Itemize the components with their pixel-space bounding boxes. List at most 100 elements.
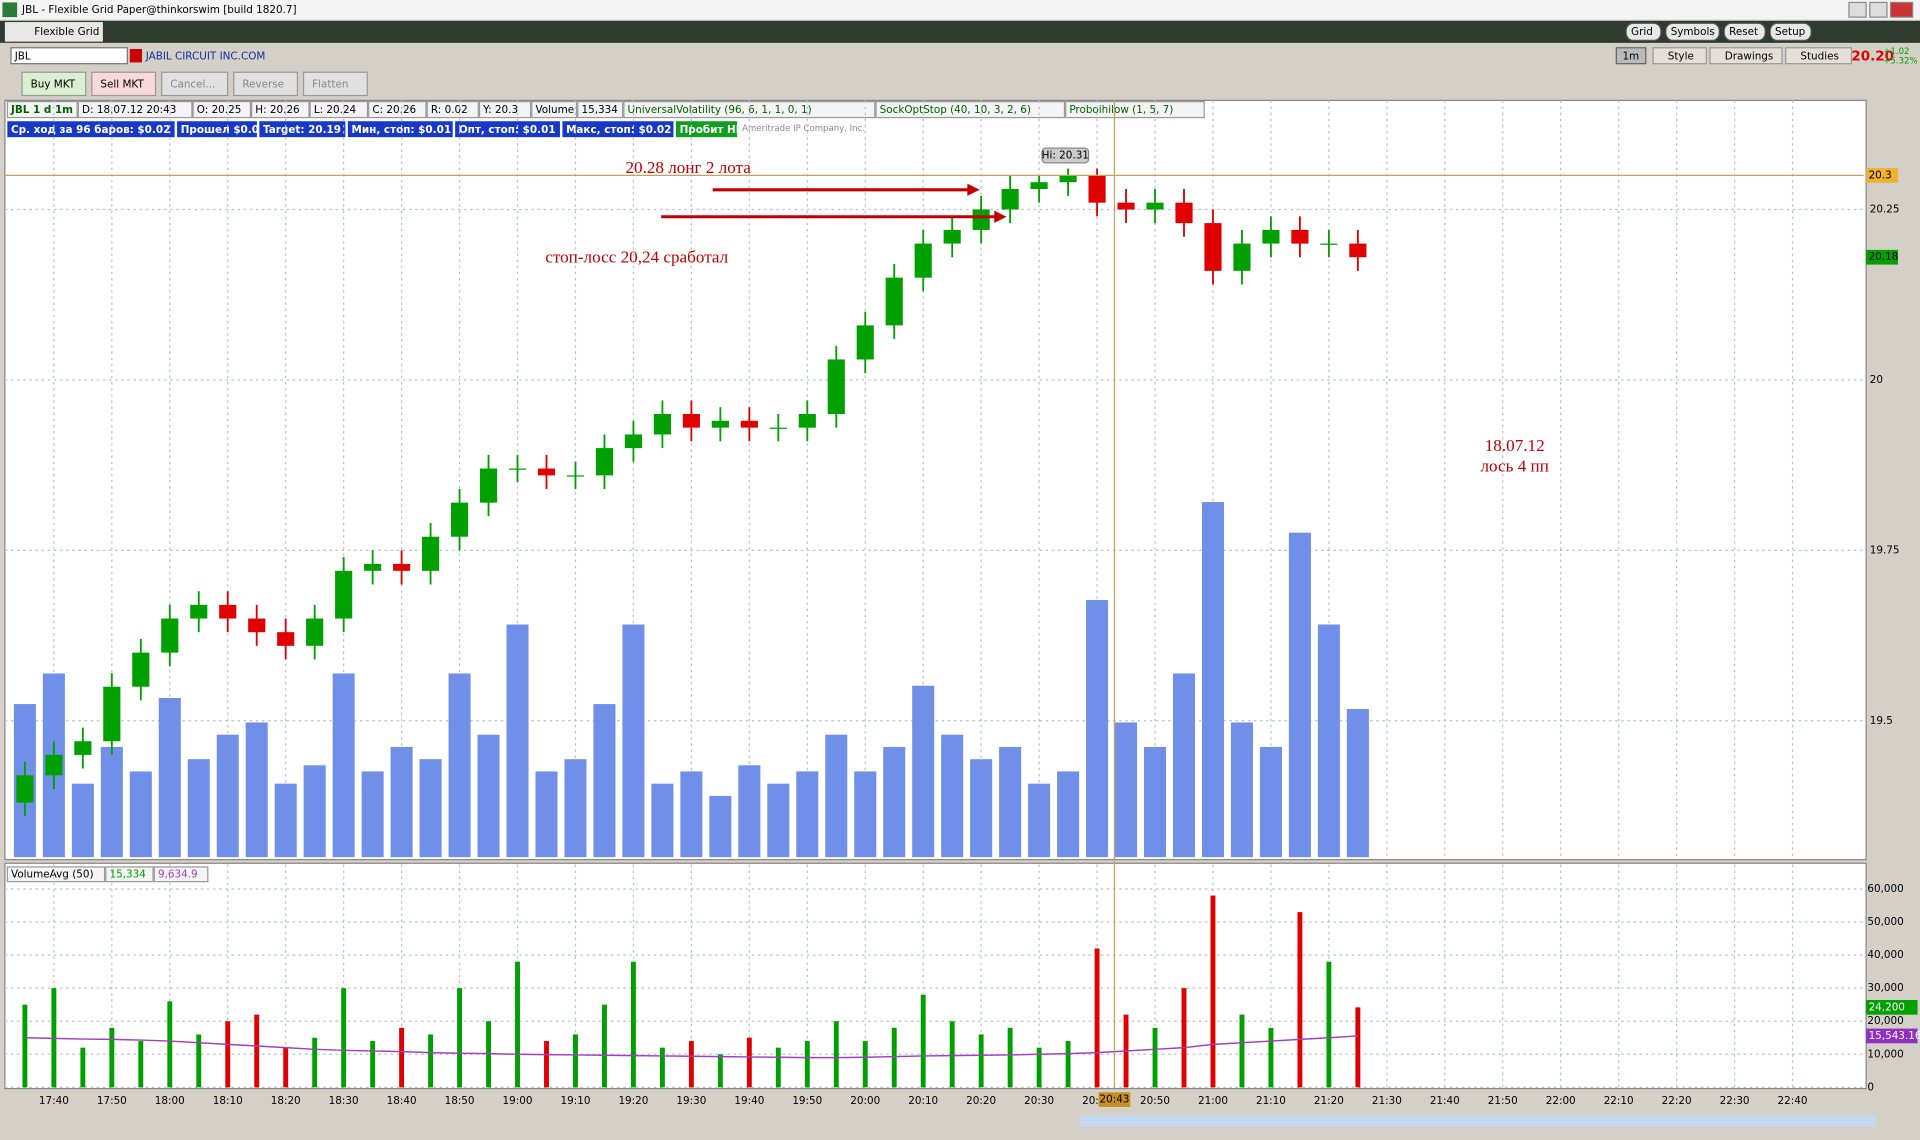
candle-body (277, 632, 295, 646)
volume-bar (630, 961, 636, 1088)
hi-box (1041, 147, 1090, 164)
order-button[interactable] (21, 71, 87, 97)
candle-body (769, 427, 787, 429)
candle-body (624, 434, 642, 449)
info-text: UniversalVolatility (96, 6, 1, 1, 0, 1) (628, 104, 812, 116)
volume-overlay-bar (622, 624, 645, 858)
close[interactable] (1890, 1, 1914, 18)
candle-body (393, 563, 411, 571)
info-cell (192, 101, 252, 119)
header-button-label: Symbols (1671, 26, 1715, 38)
candle-body (248, 618, 266, 633)
arrow-head (994, 210, 1007, 223)
candle-body (450, 502, 469, 537)
volume-bar (659, 1047, 665, 1088)
candle-body (16, 775, 34, 803)
volume-overlay-bar (1057, 771, 1080, 858)
timeframe-button[interactable] (1615, 47, 1647, 65)
candle-body (537, 468, 556, 476)
scrollbar[interactable] (1080, 1115, 1876, 1127)
volume-overlay-bar (129, 771, 152, 858)
x-tick-label: 17:40 (39, 1095, 69, 1107)
volume-bar (978, 1034, 984, 1088)
info-text: H: 20.26 (255, 104, 299, 116)
candle-body (711, 420, 729, 428)
header-button-label: Reset (1729, 26, 1758, 38)
volume-overlay-bar (216, 734, 239, 858)
minimize[interactable] (1848, 1, 1867, 18)
order-button[interactable] (302, 71, 368, 97)
candle-body (1291, 229, 1309, 244)
header-button[interactable] (1625, 22, 1662, 42)
study-label: Прошел $0.02 (181, 124, 266, 136)
order-button[interactable] (233, 71, 299, 97)
study-label-bg (7, 121, 175, 138)
volume-marker-label: 15,543.16 (1869, 1030, 1920, 1042)
y2-tick-label: 60,000 (1867, 883, 1903, 895)
volume-bar (1094, 948, 1100, 1088)
timeframe: 1m (1622, 50, 1639, 62)
volume-info-text: 9,634.9 (158, 868, 198, 880)
y2-tick-label: 10,000 (1867, 1048, 1903, 1060)
x-tick-label: 21:40 (1430, 1095, 1460, 1107)
y2-tick-label: 50,000 (1867, 916, 1903, 928)
volume-marker-label: 24,200 (1869, 1001, 1905, 1013)
volume-overlay-bar (274, 783, 297, 858)
header-button[interactable] (1723, 22, 1766, 42)
volume-overlay-bar (1201, 502, 1224, 858)
candle-body (45, 754, 63, 776)
info-text: O: 20.25 (197, 104, 242, 116)
header-button[interactable] (1769, 22, 1812, 42)
candle-body (422, 536, 440, 571)
order-button-label: Sell MKT (100, 78, 144, 90)
tab[interactable] (4, 22, 103, 42)
candle-body (335, 570, 353, 619)
tool-button[interactable] (1709, 47, 1783, 65)
info-cell (577, 101, 624, 119)
tool-button[interactable] (1652, 47, 1707, 65)
volume-overlay-bar (738, 765, 761, 858)
price-marker-label: 20.3 (1869, 169, 1892, 181)
volume-bar (138, 1041, 144, 1088)
x-tick-label: 21:00 (1198, 1095, 1228, 1107)
volume-bar (1152, 1027, 1158, 1088)
info-text: Volume (535, 104, 574, 116)
y-tick-label: 19.75 (1870, 544, 1900, 556)
volume-info-cell (6, 866, 106, 883)
info-text: D: 18.07.12 20:43 (82, 104, 176, 116)
volume-bar (891, 1027, 897, 1088)
annotation: 20.28 лонг 2 лота (625, 158, 751, 177)
volume-avg-line (24, 1035, 1358, 1059)
info-cell (251, 101, 310, 119)
candle-body (653, 414, 671, 435)
candle-body (1349, 243, 1367, 258)
volume-overlay-bar (564, 759, 587, 858)
change: +1.02 (1883, 47, 1909, 57)
volume-bar (196, 1034, 202, 1088)
volume-bar (109, 1027, 115, 1088)
order-button[interactable] (91, 71, 157, 97)
candle-body (798, 414, 816, 428)
volume-overlay-bar (332, 673, 355, 858)
study-label-bg (455, 121, 560, 138)
volume-overlay-bar (941, 734, 964, 858)
header-button[interactable] (1665, 22, 1720, 42)
order-button[interactable] (161, 71, 229, 97)
tool-button[interactable] (1785, 47, 1853, 65)
volume-bar (544, 1041, 549, 1088)
volume-overlay-bar (303, 765, 326, 858)
volume-bar (833, 1021, 839, 1088)
volume-bar (457, 988, 463, 1088)
volume-overlay-bar (390, 746, 413, 858)
maximize[interactable] (1869, 1, 1888, 18)
symbol-input[interactable] (10, 47, 128, 65)
volume-bar (399, 1027, 405, 1088)
x-tick-label: 22:10 (1604, 1095, 1634, 1107)
candle-body (1146, 202, 1164, 210)
volume-bar (775, 1047, 781, 1088)
hi-label: Hi: 20.31 (1042, 150, 1089, 162)
x-tick-label: 22:20 (1662, 1095, 1692, 1107)
volume-bar (1181, 988, 1187, 1088)
candle-body (1117, 202, 1135, 210)
